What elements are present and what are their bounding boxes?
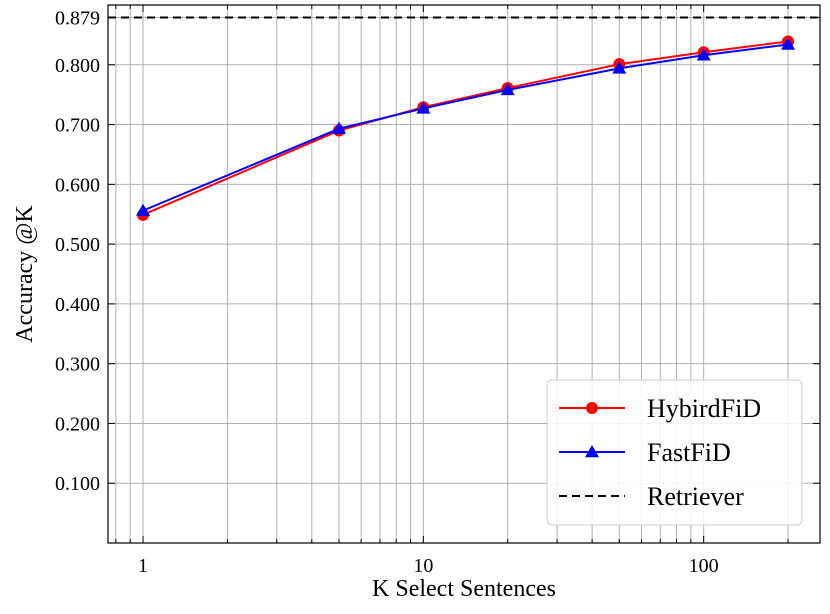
- y-tick-label: 0.700: [55, 115, 100, 137]
- legend-label-fastfid: FastFiD: [647, 438, 731, 467]
- x-tick-label: 1: [138, 555, 148, 577]
- legend-marker-fastfid: [585, 445, 599, 458]
- axis-ticks: 0.100 0.200 0.300 0.400 0.500 0.600 0.700 0.800…: [55, 5, 820, 577]
- data-point-fastfid: [331, 121, 346, 134]
- data-point-fastfid: [136, 203, 151, 216]
- series-group: [136, 35, 796, 221]
- legend-marker-hybirdfid: [586, 402, 598, 414]
- y-tick-label: 0.500: [55, 234, 100, 256]
- legend-label-retriever: Retriever: [647, 482, 744, 511]
- data-point-fastfid: [416, 101, 431, 114]
- legend-label-hybirdfid: HybirdFiD: [647, 394, 761, 423]
- x-axis-label: K Select Sentences: [372, 576, 556, 602]
- legend-box: [546, 379, 803, 526]
- y-tick-label: 0.800: [55, 55, 100, 77]
- y-axis-label: Accuracy @K: [12, 205, 38, 343]
- y-tick-label: 0.600: [55, 174, 100, 196]
- data-point-fastfid: [781, 37, 796, 50]
- y-tick-label: 0.200: [55, 413, 100, 435]
- y-tick-label: 0.100: [55, 473, 100, 495]
- y-tick-label: 0.300: [55, 354, 100, 376]
- data-point-fastfid: [696, 48, 711, 61]
- data-point-fastfid: [500, 82, 515, 96]
- legend: HybirdFiD FastFiD Retriever: [546, 379, 803, 526]
- data-point-fastfid: [612, 61, 627, 74]
- y-tick-label: 0.400: [55, 294, 100, 316]
- x-tick-label: 10: [413, 555, 433, 577]
- y-tick-label: 0.879: [55, 8, 100, 30]
- plot-frame: [107, 4, 821, 544]
- x-tick-label: 100: [689, 555, 719, 577]
